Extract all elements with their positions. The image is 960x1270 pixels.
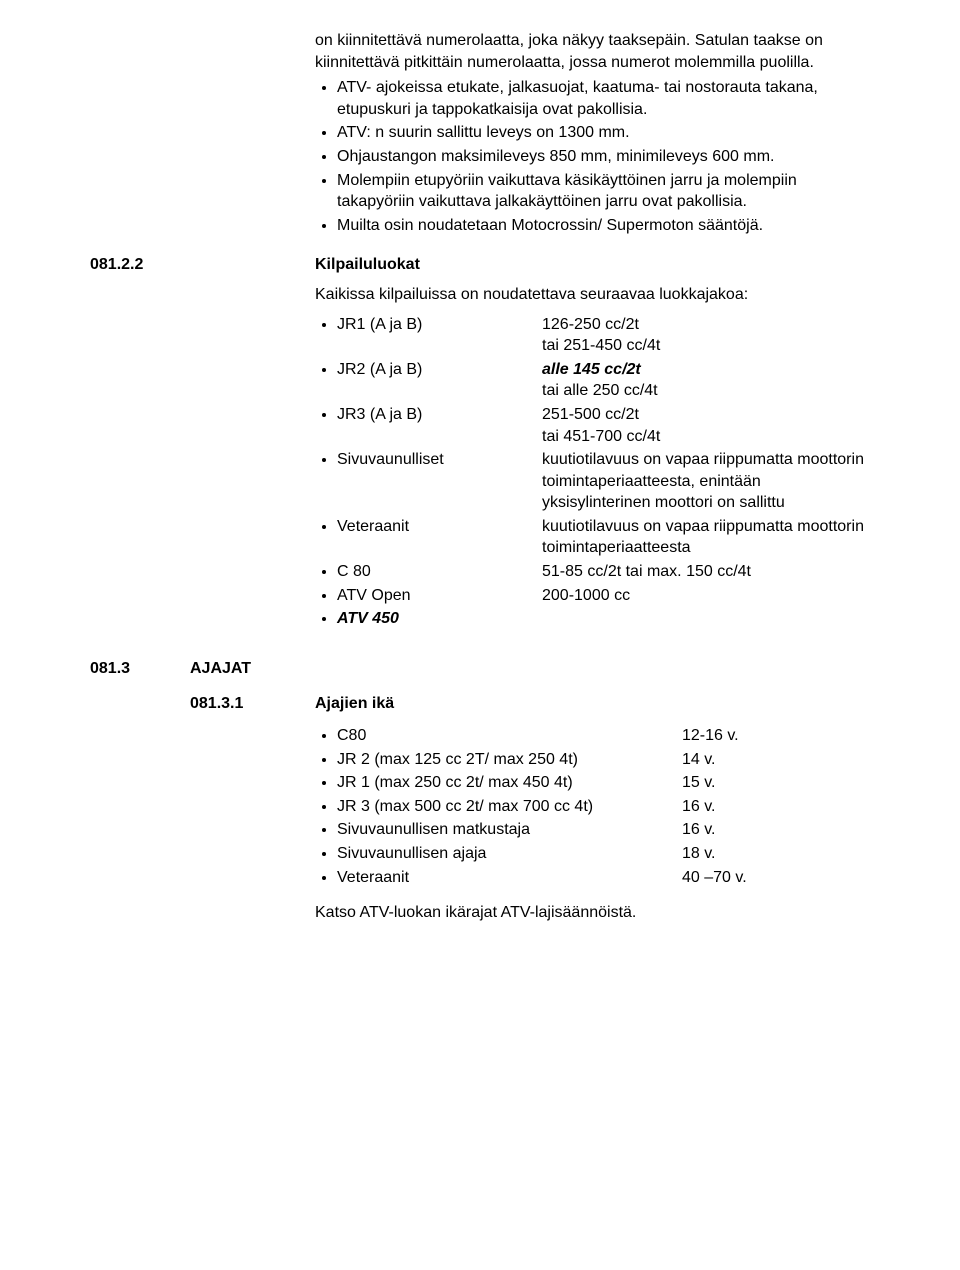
section-title: Ajajien ikä [315, 693, 394, 715]
age-label: JR 3 (max 500 cc 2t/ max 700 cc 4t) [337, 796, 682, 818]
class-name: C 80 [337, 561, 542, 583]
list-item: Sivuvaunullisen ajaja18 v. [337, 843, 870, 865]
list-item: C8012-16 v. [337, 725, 870, 747]
class-name: ATV 450 [337, 608, 542, 630]
classes-list: JR1 (A ja B) 126-250 cc/2t tai 251-450 c… [315, 314, 870, 630]
list-item: JR2 (A ja B) alle 145 cc/2t tai alle 250… [337, 359, 870, 402]
list-item: JR 2 (max 125 cc 2T/ max 250 4t)14 v. [337, 749, 870, 771]
class-desc-bold: alle 145 cc/2t [542, 361, 641, 378]
section-title: Kilpailuluokat [315, 254, 420, 276]
age-value: 18 v. [682, 843, 716, 865]
list-item: Sivuvaunulliset kuutiotilavuus on vapaa … [337, 449, 870, 514]
class-name: JR2 (A ja B) [337, 359, 542, 381]
list-item: Muilta osin noudatetaan Motocrossin/ Sup… [337, 215, 870, 237]
age-value: 40 –70 v. [682, 867, 747, 889]
section-081-3-1-heading: 081.3.1 Ajajien ikä [190, 693, 870, 715]
list-item: ATV 450 [337, 608, 870, 630]
age-value: 16 v. [682, 819, 716, 841]
class-desc: 51-85 cc/2t tai max. 150 cc/4t [542, 561, 870, 583]
class-name: ATV Open [337, 585, 542, 607]
age-label: JR 1 (max 250 cc 2t/ max 450 4t) [337, 772, 682, 794]
section-number: 081.3.1 [190, 693, 315, 715]
age-label: JR 2 (max 125 cc 2T/ max 250 4t) [337, 749, 682, 771]
class-name: Sivuvaunulliset [337, 449, 542, 471]
class-desc: 251-500 cc/2t tai 451-700 cc/4t [542, 404, 870, 447]
age-value: 14 v. [682, 749, 716, 771]
list-item: ATV Open 200-1000 cc [337, 585, 870, 607]
section-081-3-heading: 081.3 AJAJAT [90, 658, 870, 680]
age-value: 16 v. [682, 796, 716, 818]
list-item: Veteraanit kuutiotilavuus on vapaa riipp… [337, 516, 870, 559]
class-desc: 126-250 cc/2t tai 251-450 cc/4t [542, 314, 870, 357]
list-item: Veteraanit40 –70 v. [337, 867, 870, 889]
list-item: Molempiin etupyöriin vaikuttava käsikäyt… [337, 170, 870, 213]
list-item: ATV- ajokeissa etukate, jalkasuojat, kaa… [337, 77, 870, 120]
age-label: Sivuvaunullisen ajaja [337, 843, 682, 865]
section-number: 081.3 [90, 658, 190, 680]
page: on kiinnitettävä numerolaatta, joka näky… [0, 0, 960, 964]
ages-list: C8012-16 v. JR 2 (max 125 cc 2T/ max 250… [315, 725, 870, 888]
class-desc: kuutiotilavuus on vapaa riippumatta moot… [542, 449, 870, 514]
section-081-2-2-heading: 081.2.2 Kilpailuluokat [90, 254, 870, 276]
class-desc: kuutiotilavuus on vapaa riippumatta moot… [542, 516, 870, 559]
class-desc-rest: tai alle 250 cc/4t [542, 382, 658, 399]
age-label: Sivuvaunullisen matkustaja [337, 819, 682, 841]
list-item: C 80 51-85 cc/2t tai max. 150 cc/4t [337, 561, 870, 583]
section-title: AJAJAT [190, 658, 251, 680]
intro-paragraph: on kiinnitettävä numerolaatta, joka näky… [315, 30, 870, 73]
footnote: Katso ATV-luokan ikärajat ATV-lajisäännö… [315, 902, 870, 924]
class-desc: alle 145 cc/2t tai alle 250 cc/4t [542, 359, 870, 402]
age-value: 12-16 v. [682, 725, 739, 747]
classes-intro: Kaikissa kilpailuissa on noudatettava se… [315, 284, 870, 306]
age-label: C80 [337, 725, 682, 747]
list-item: Sivuvaunullisen matkustaja16 v. [337, 819, 870, 841]
list-item: JR1 (A ja B) 126-250 cc/2t tai 251-450 c… [337, 314, 870, 357]
list-item: JR 3 (max 500 cc 2t/ max 700 cc 4t)16 v. [337, 796, 870, 818]
age-value: 15 v. [682, 772, 716, 794]
age-label: Veteraanit [337, 867, 682, 889]
class-name: JR3 (A ja B) [337, 404, 542, 426]
list-item: Ohjaustangon maksimileveys 850 mm, minim… [337, 146, 870, 168]
list-item: ATV: n suurin sallittu leveys on 1300 mm… [337, 122, 870, 144]
list-item: JR3 (A ja B) 251-500 cc/2t tai 451-700 c… [337, 404, 870, 447]
class-name: Veteraanit [337, 516, 542, 538]
list-item: JR 1 (max 250 cc 2t/ max 450 4t)15 v. [337, 772, 870, 794]
section-number: 081.2.2 [90, 254, 190, 276]
intro-bullet-list: ATV- ajokeissa etukate, jalkasuojat, kaa… [315, 77, 870, 236]
class-name: JR1 (A ja B) [337, 314, 542, 336]
class-desc: 200-1000 cc [542, 585, 870, 607]
